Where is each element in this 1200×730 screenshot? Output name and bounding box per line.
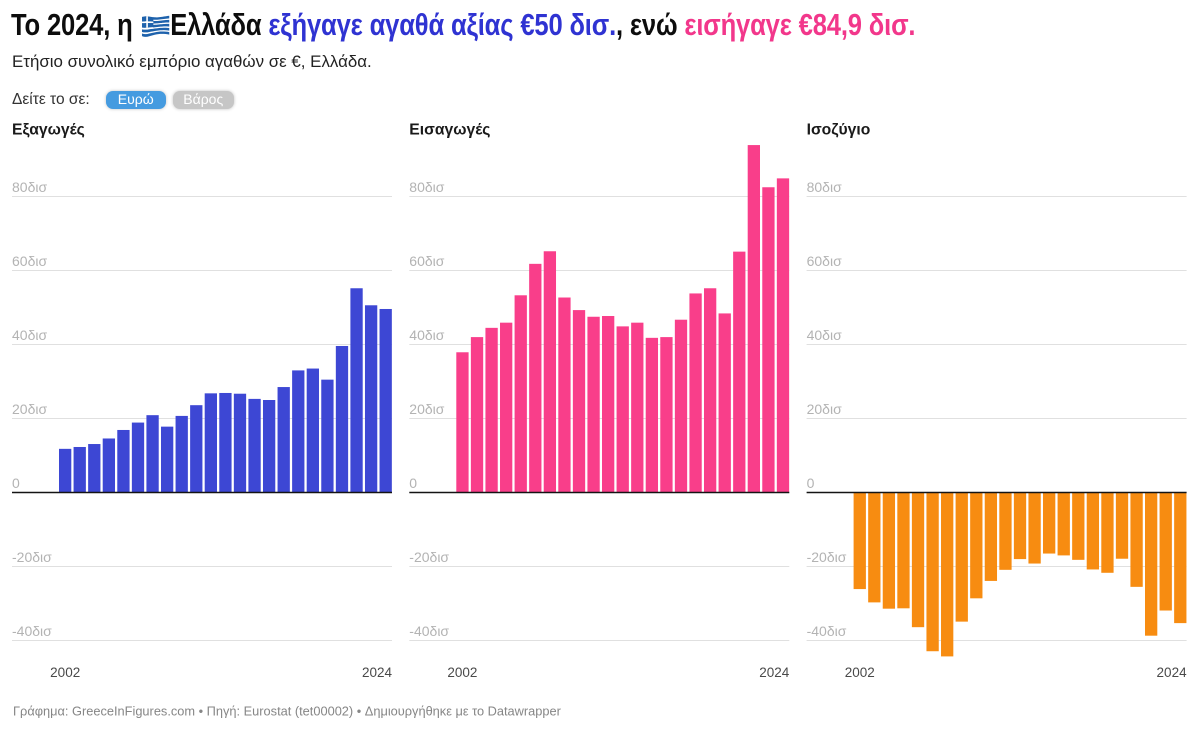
svg-text:80δισ: 80δισ [409,179,444,195]
svg-text:0: 0 [807,475,815,491]
svg-text:Εισαγωγές: Εισαγωγές [409,122,490,139]
svg-text:-20δισ: -20δισ [409,549,449,565]
svg-text:2002: 2002 [447,665,477,680]
svg-text:20δισ: 20δισ [409,401,444,417]
svg-text:0: 0 [409,475,417,491]
svg-text:2024: 2024 [759,665,790,680]
svg-text:80δισ: 80δισ [12,179,47,195]
svg-text:2024: 2024 [1157,665,1188,680]
svg-text:2002: 2002 [845,665,875,680]
svg-text:60δισ: 60δισ [12,253,47,269]
svg-text:40δισ: 40δισ [409,327,444,343]
svg-text:Γράφημα: GreeceInFigures.com •: Γράφημα: GreeceInFigures.com • Πηγή: Eur… [13,704,562,719]
svg-text:80δισ: 80δισ [807,179,842,195]
svg-text:0: 0 [12,475,20,491]
svg-text:20δισ: 20δισ [12,401,47,417]
svg-text:2002: 2002 [50,665,80,680]
svg-text:40δισ: 40δισ [807,327,842,343]
svg-text:Εξαγωγές: Εξαγωγές [12,122,85,139]
svg-text:-20δισ: -20δισ [807,549,847,565]
svg-text:20δισ: 20δισ [807,401,842,417]
svg-text:60δισ: 60δισ [807,253,842,269]
svg-text:40δισ: 40δισ [12,327,47,343]
svg-text:Ισοζύγιο: Ισοζύγιο [807,122,871,139]
svg-text:-40δισ: -40δισ [409,623,449,639]
svg-text:60δισ: 60δισ [409,253,444,269]
svg-text:2024: 2024 [362,665,393,680]
svg-text:-20δισ: -20δισ [12,549,52,565]
svg-text:-40δισ: -40δισ [807,623,847,639]
svg-text:-40δισ: -40δισ [12,623,52,639]
